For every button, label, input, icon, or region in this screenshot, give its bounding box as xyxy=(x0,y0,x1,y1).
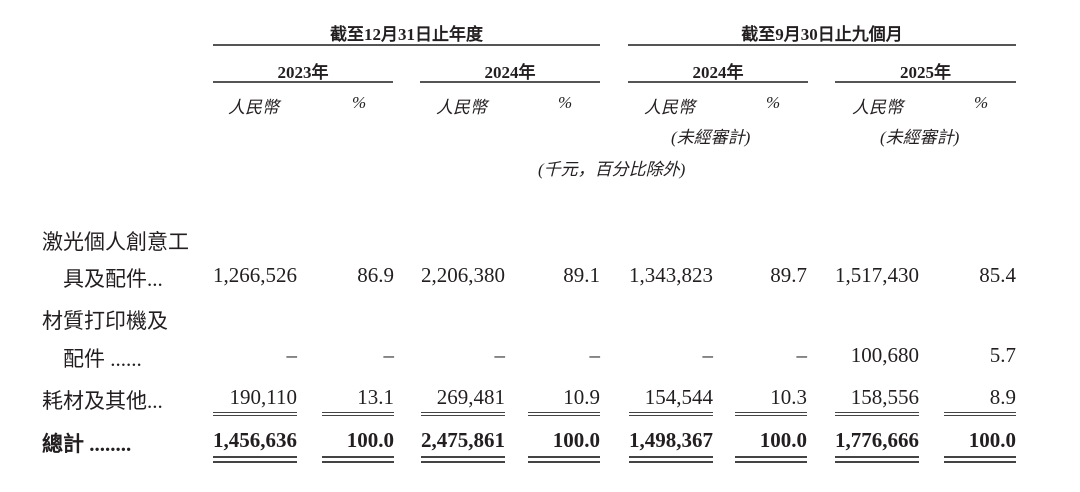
table-cell: 100.0 xyxy=(346,428,394,452)
table-cell: 85.4 xyxy=(979,263,1016,287)
total-underline xyxy=(421,456,505,463)
header-group-nine-months: 截至9月30日止九個月 xyxy=(741,25,903,44)
table-cell: – xyxy=(494,343,506,367)
unaudited-label: (未經審計) xyxy=(671,128,751,147)
year-header: 2024年 xyxy=(484,63,536,82)
percent-label: % xyxy=(558,93,573,112)
table-cell: 1,498,367 xyxy=(629,428,713,452)
row-label: 配件 ...... xyxy=(63,347,142,371)
table-cell: – xyxy=(286,343,298,367)
year-header: 2025年 xyxy=(900,63,951,82)
table-cell: 1,517,430 xyxy=(835,263,919,287)
table-cell: 100,680 xyxy=(850,343,919,367)
table-cell: 10.9 xyxy=(563,385,600,409)
divider xyxy=(420,81,600,83)
currency-label: 人民幣 xyxy=(436,98,487,117)
table-cell: 89.1 xyxy=(563,263,600,287)
table-cell: 1,266,526 xyxy=(213,263,297,287)
table-cell: 5.7 xyxy=(989,343,1016,367)
table-cell: 100.0 xyxy=(552,428,600,452)
subtotal-underline xyxy=(528,412,600,416)
table-cell: 13.1 xyxy=(357,385,394,409)
row-label: 耗材及其他... xyxy=(42,389,163,413)
year-header: 2023年 xyxy=(277,63,329,82)
total-underline xyxy=(528,456,600,463)
table-cell: – xyxy=(796,343,808,367)
table-cell: 154,544 xyxy=(644,385,713,409)
currency-label: 人民幣 xyxy=(852,98,903,117)
table-cell: 1,456,636 xyxy=(213,428,297,452)
currency-label: 人民幣 xyxy=(644,98,695,117)
total-underline xyxy=(835,456,919,463)
total-underline xyxy=(944,456,1016,463)
table-cell: 8.9 xyxy=(989,385,1016,409)
row-label: 總計 ........ xyxy=(42,432,132,456)
table-cell: 89.7 xyxy=(770,263,807,287)
table-cell: 2,206,380 xyxy=(421,263,505,287)
table-cell: – xyxy=(702,343,714,367)
table-cell: – xyxy=(383,343,395,367)
table-cell: 2,475,861 xyxy=(421,428,505,452)
row-label: 具及配件... xyxy=(63,267,163,291)
table-cell: 158,556 xyxy=(850,385,919,409)
unit-note: (千元，百分比除外) xyxy=(538,160,686,179)
subtotal-underline xyxy=(213,412,297,416)
percent-label: % xyxy=(974,93,989,112)
percent-label: % xyxy=(352,93,367,112)
divider xyxy=(213,44,600,46)
currency-label: 人民幣 xyxy=(228,98,279,117)
table-cell: – xyxy=(589,343,601,367)
table-cell: 86.9 xyxy=(357,263,394,287)
subtotal-underline xyxy=(735,412,807,416)
subtotal-underline xyxy=(835,412,919,416)
divider xyxy=(213,81,393,83)
table-cell: 100.0 xyxy=(759,428,807,452)
table-cell: 1,343,823 xyxy=(629,263,713,287)
table-cell: 100.0 xyxy=(968,428,1016,452)
subtotal-underline xyxy=(322,412,394,416)
divider xyxy=(835,81,1016,83)
table-cell: 1,776,666 xyxy=(835,428,919,452)
divider xyxy=(628,81,808,83)
subtotal-underline xyxy=(944,412,1016,416)
row-label: 激光個人創意工 xyxy=(42,230,189,254)
total-underline xyxy=(213,456,297,463)
total-underline xyxy=(322,456,394,463)
subtotal-underline xyxy=(421,412,505,416)
subtotal-underline xyxy=(629,412,713,416)
table-cell: 10.3 xyxy=(770,385,807,409)
table-cell: 190,110 xyxy=(229,385,297,409)
year-header: 2024年 xyxy=(692,63,744,82)
header-group-year-ended: 截至12月31日止年度 xyxy=(330,25,483,44)
divider xyxy=(628,44,1016,46)
row-label: 材質打印機及 xyxy=(42,309,168,333)
total-underline xyxy=(735,456,807,463)
unaudited-label: (未經審計) xyxy=(880,128,960,147)
total-underline xyxy=(629,456,713,463)
table-cell: 269,481 xyxy=(436,385,505,409)
percent-label: % xyxy=(766,93,781,112)
